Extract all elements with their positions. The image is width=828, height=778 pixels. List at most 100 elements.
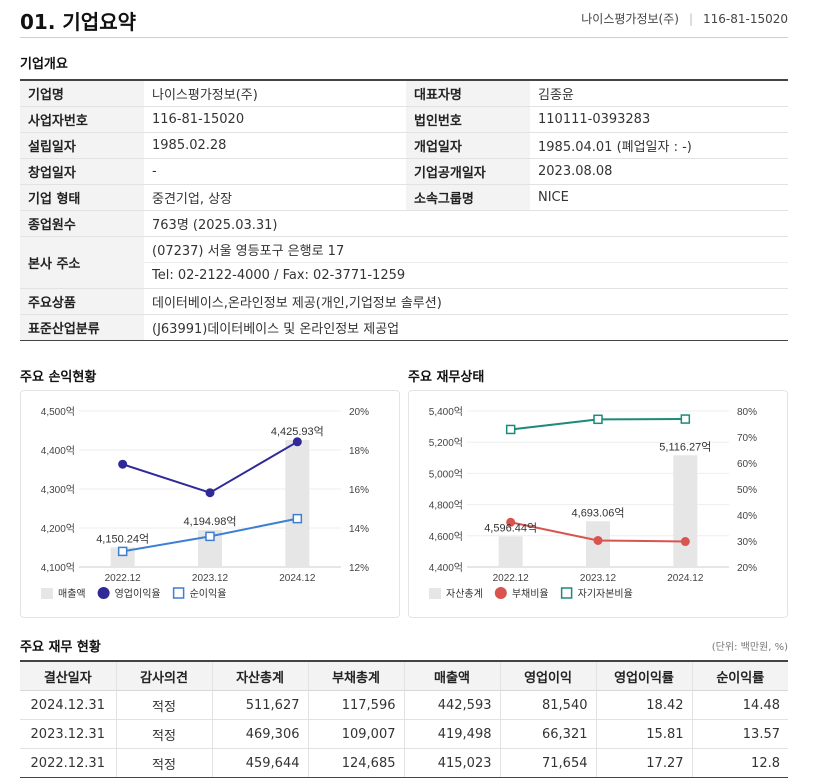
cell-liabilities: 117,596 — [307, 690, 404, 720]
finance-chart-card: 4,400억 4,600억 4,800억 5,000억 5,200억 5,400억 20% 3… — [408, 390, 788, 618]
data-point — [593, 414, 603, 425]
table-row: 2022.12.31 적정 459,644 124,685 415,023 71… — [20, 748, 788, 778]
bar-data-label: 4,194.98억 — [184, 515, 237, 528]
page-title: 01. 기업요약 — [20, 10, 136, 34]
y-left-tick-label: 4,300억 — [41, 484, 75, 496]
y-left-tick-label: 4,400억 — [41, 445, 75, 457]
cell-assets: 459,644 — [211, 748, 308, 778]
company-reg-no: 116-81-15020 — [702, 12, 788, 26]
column-header: 부채총계 — [307, 660, 404, 691]
y-right-tick-label: 30% — [737, 537, 757, 548]
cell-revenue: 419,498 — [403, 719, 500, 749]
table-row: 종업원수 763명 (2025.03.31) — [20, 210, 788, 237]
table-row: 본사 주소 (07237) 서울 영등포구 은행로 17 — [20, 236, 788, 289]
cell-assets: 511,627 — [211, 690, 308, 720]
data-point — [680, 414, 691, 424]
finance-chart-title: 주요 재무상태 — [408, 370, 485, 385]
y-left-tick-label: 5,200억 — [429, 437, 463, 449]
overview-value: 2023.08.08 — [530, 158, 788, 185]
cell-audit: 적정 — [115, 719, 212, 749]
x-tick-label: 2024.12 — [279, 573, 316, 584]
overview-label: 사업자번호 — [20, 106, 144, 133]
cell-liabilities: 124,685 — [307, 748, 404, 778]
overview-label: 소속그룹명 — [406, 184, 530, 211]
cell-audit: 적정 — [115, 690, 212, 720]
y-left-tick-label: 5,400억 — [429, 406, 463, 418]
bar-data-label: 4,693.06억 — [572, 506, 625, 519]
column-header: 자산총계 — [211, 660, 308, 691]
products-value: 데이터베이스,온라인정보 제공(개인,기업정보 솔루션) — [144, 288, 788, 315]
legend-label: 자산총계 — [446, 588, 483, 600]
cell-operating-margin: 18.42 — [595, 690, 692, 720]
industry-value: (J63991)데이터베이스 및 온라인정보 제공업 — [144, 314, 788, 341]
x-tick-label: 2022.12 — [493, 573, 530, 584]
finance-chart: 4,400억 4,600억 4,800억 5,000억 5,200억 5,400억 20% 3… — [429, 406, 757, 600]
income-chart-title: 주요 손익현황 — [20, 370, 97, 385]
income-chart-card: 4,100억 4,200억 4,300억 4,400억 4,500억 12% 14% 16% 1… — [20, 390, 400, 618]
cell-operating-profit: 66,321 — [499, 719, 596, 749]
overview-value: 1985.02.28 — [144, 132, 406, 159]
header-divider — [20, 37, 788, 38]
overview-label: 창업일자 — [20, 158, 144, 185]
table-row: 창업일자 - 기업공개일자 2023.08.08 — [20, 158, 788, 185]
data-point — [292, 437, 302, 447]
cell-audit: 적정 — [115, 748, 212, 778]
overview-label: 기업공개일자 — [406, 158, 530, 185]
overview-value: 김종윤 — [530, 79, 788, 107]
company-meta: 나이스평가정보(주) | 116-81-15020 — [581, 10, 788, 27]
data-point — [205, 531, 215, 542]
y-right-tick-label: 18% — [349, 446, 369, 457]
overview-value: - — [144, 158, 406, 185]
overview-value: 116-81-15020 — [144, 106, 406, 133]
overview-value: 110111-0393283 — [530, 106, 788, 133]
column-header: 영업이익 — [499, 660, 596, 691]
legend-label: 자기자본비율 — [578, 588, 633, 600]
y-left-tick-label: 4,200억 — [41, 523, 75, 535]
column-header: 영업이익률 — [595, 660, 692, 691]
bar — [110, 547, 135, 567]
table-row: Tel: 02-2122-4000 / Fax: 02-3771-1259 — [20, 262, 788, 289]
column-header: 결산일자 — [20, 660, 116, 691]
y-right-tick-label: 50% — [737, 485, 757, 496]
y-left-tick-label: 4,400억 — [429, 562, 463, 574]
cell-net-margin: 13.57 — [691, 719, 788, 749]
x-tick-label: 2022.12 — [105, 573, 142, 584]
overview-value: 1985.04.01 (폐업일자 : -) — [530, 132, 788, 159]
legend-swatch — [429, 588, 441, 599]
data-point — [205, 488, 215, 498]
overview-value: 중견기업, 상장 — [144, 184, 406, 211]
table-row: 기업 형태 중견기업, 상장 소속그룹명 NICE — [20, 184, 788, 211]
overview-label: 설립일자 — [20, 132, 144, 159]
cell-revenue: 415,023 — [403, 748, 500, 778]
cell-date: 2024.12.31 — [20, 690, 116, 720]
unit-note: (단위: 백만원, %) — [711, 642, 788, 653]
cell-net-margin: 12.8 — [691, 748, 788, 778]
employees-value: 763명 (2025.03.31) — [144, 210, 788, 237]
x-tick-label: 2023.12 — [192, 573, 229, 584]
cell-date: 2022.12.31 — [20, 748, 116, 778]
employees-label: 종업원수 — [20, 210, 144, 237]
series-line — [122, 440, 298, 494]
column-header: 감사의견 — [115, 660, 212, 691]
cell-revenue: 442,593 — [403, 690, 500, 720]
table-row: 주요상품 데이터베이스,온라인정보 제공(개인,기업정보 솔루션) — [20, 288, 788, 315]
cell-assets: 469,306 — [211, 719, 308, 749]
cell-date: 2023.12.31 — [20, 719, 116, 749]
cell-operating-profit: 71,654 — [499, 748, 596, 778]
y-left-tick-label: 4,100억 — [41, 562, 75, 574]
page-header: 01. 기업요약 나이스평가정보(주) | 116-81-15020 — [20, 4, 788, 36]
y-right-tick-label: 40% — [737, 511, 757, 522]
overview-value: NICE — [530, 184, 788, 211]
y-left-tick-label: 5,000억 — [429, 468, 463, 480]
legend-swatch — [560, 587, 573, 599]
overview-label: 법인번호 — [406, 106, 530, 133]
y-right-tick-label: 14% — [349, 524, 369, 535]
table-header-row: 결산일자 감사의견 자산총계 부채총계 매출액 영업이익 영업이익률 순이익률 — [20, 660, 788, 691]
y-right-tick-label: 20% — [349, 407, 369, 418]
cell-operating-margin: 17.27 — [595, 748, 692, 778]
y-right-tick-label: 20% — [737, 563, 757, 574]
y-left-tick-label: 4,500억 — [41, 406, 75, 418]
table-row: 2024.12.31 적정 511,627 117,596 442,593 81… — [20, 690, 788, 720]
y-left-tick-label: 4,800억 — [429, 500, 463, 512]
legend-swatch — [172, 587, 185, 599]
